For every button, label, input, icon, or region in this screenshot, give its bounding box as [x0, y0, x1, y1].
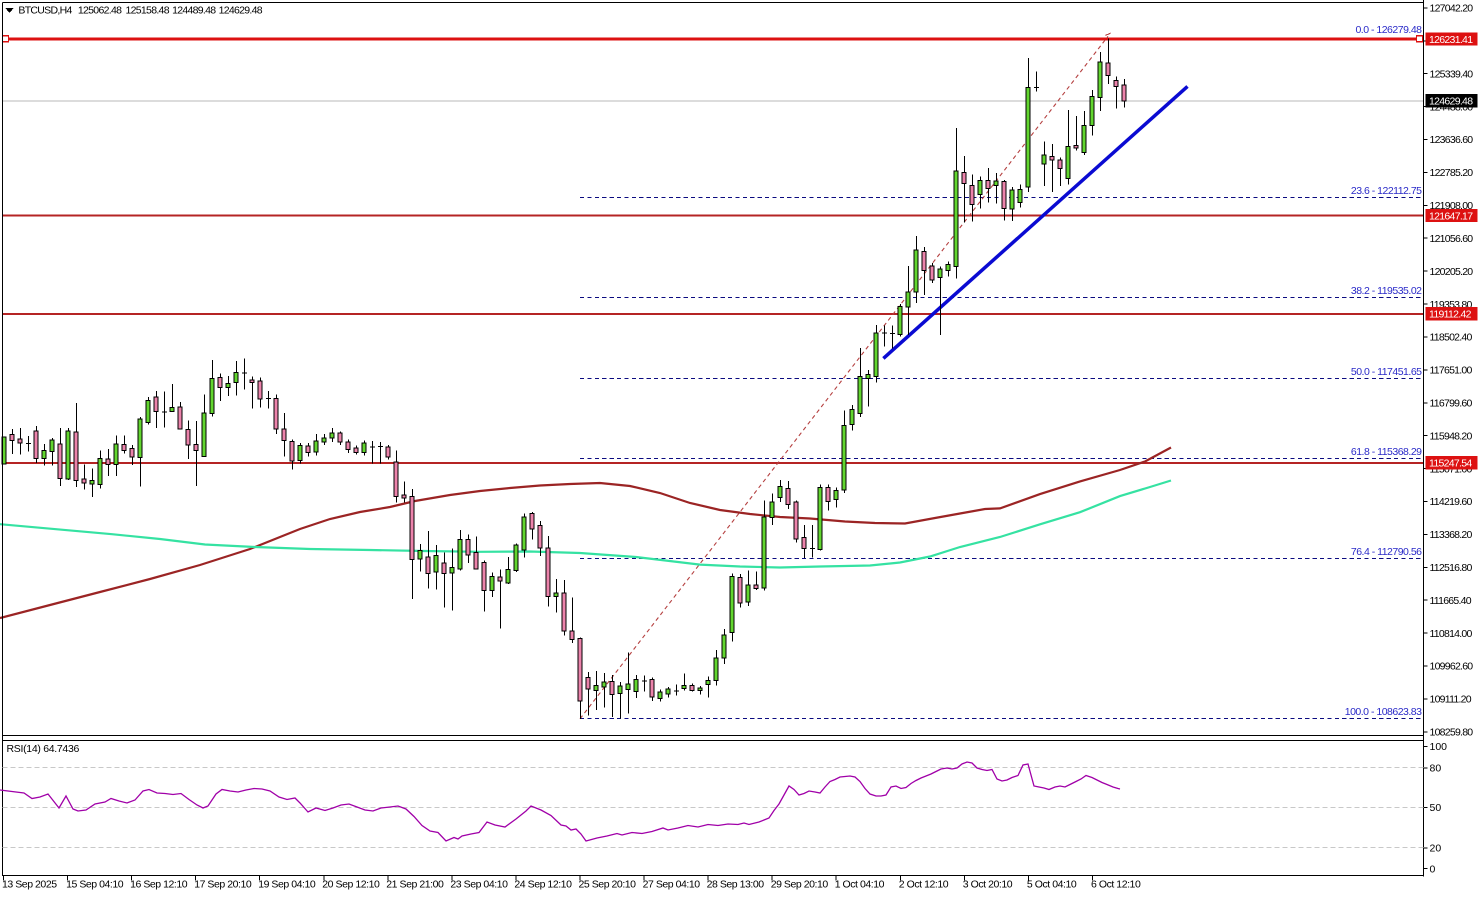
svg-text:115948.20: 115948.20 [1430, 430, 1473, 442]
svg-text:124629.48: 124629.48 [219, 5, 263, 17]
svg-text:121647.17: 121647.17 [1429, 210, 1473, 222]
svg-text:124489.48: 124489.48 [172, 5, 216, 17]
svg-text:5 Oct 04:10: 5 Oct 04:10 [1027, 879, 1077, 891]
svg-text:50.0 - 117451.65: 50.0 - 117451.65 [1351, 366, 1422, 378]
svg-text:119112.42: 119112.42 [1429, 309, 1472, 321]
svg-text:76.4 - 112790.56: 76.4 - 112790.56 [1351, 546, 1422, 558]
svg-text:21 Sep 21:00: 21 Sep 21:00 [386, 879, 444, 891]
svg-text:115247.54: 115247.54 [1429, 458, 1472, 470]
svg-text:0: 0 [1430, 863, 1436, 875]
svg-text:125339.40: 125339.40 [1430, 68, 1474, 80]
svg-text:121056.60: 121056.60 [1430, 233, 1474, 245]
svg-text:122785.20: 122785.20 [1430, 167, 1474, 179]
svg-text:19 Sep 04:10: 19 Sep 04:10 [258, 879, 316, 891]
svg-text:112516.80: 112516.80 [1430, 562, 1473, 574]
svg-text:1 Oct 04:10: 1 Oct 04:10 [835, 879, 885, 891]
svg-text:23.6 - 122112.75: 23.6 - 122112.75 [1351, 185, 1422, 197]
svg-text:24 Sep 12:10: 24 Sep 12:10 [514, 879, 572, 891]
svg-text:20: 20 [1430, 843, 1442, 855]
svg-text:127042.20: 127042.20 [1430, 3, 1474, 15]
svg-text:113368.20: 113368.20 [1430, 529, 1473, 541]
svg-text:3 Oct 20:10: 3 Oct 20:10 [963, 879, 1013, 891]
svg-text:29 Sep 20:10: 29 Sep 20:10 [771, 879, 829, 891]
svg-text:125158.48: 125158.48 [126, 5, 170, 17]
svg-text:100: 100 [1430, 741, 1448, 753]
svg-text:114219.60: 114219.60 [1430, 496, 1473, 508]
svg-text:13 Sep 2025: 13 Sep 2025 [2, 879, 57, 891]
svg-text:2 Oct 12:10: 2 Oct 12:10 [899, 879, 949, 891]
svg-text:23 Sep 04:10: 23 Sep 04:10 [450, 879, 508, 891]
svg-text:20 Sep 12:10: 20 Sep 12:10 [322, 879, 380, 891]
svg-text:25 Sep 20:10: 25 Sep 20:10 [579, 879, 637, 891]
svg-text:16 Sep 12:10: 16 Sep 12:10 [130, 879, 188, 891]
svg-text:109962.60: 109962.60 [1430, 661, 1474, 673]
svg-text:109111.20: 109111.20 [1430, 694, 1472, 706]
svg-text:100.0 - 108623.83: 100.0 - 108623.83 [1345, 706, 1422, 718]
svg-text:118502.40: 118502.40 [1430, 332, 1473, 344]
svg-text:RSI(14) 64.7436: RSI(14) 64.7436 [7, 743, 80, 755]
svg-text:116799.60: 116799.60 [1430, 398, 1473, 410]
svg-text:124629.48: 124629.48 [1429, 96, 1473, 108]
svg-text:80: 80 [1430, 763, 1442, 775]
svg-text:117651.00: 117651.00 [1430, 365, 1473, 377]
svg-text:6 Oct 12:10: 6 Oct 12:10 [1091, 879, 1141, 891]
svg-text:126231.41: 126231.41 [1429, 34, 1473, 46]
svg-text:0.0 - 126279.48: 0.0 - 126279.48 [1355, 24, 1422, 36]
svg-text:BTCUSD,H4: BTCUSD,H4 [18, 5, 72, 17]
svg-text:111665.40: 111665.40 [1430, 595, 1472, 607]
svg-text:28 Sep 13:00: 28 Sep 13:00 [707, 879, 765, 891]
svg-text:61.8 - 115368.29: 61.8 - 115368.29 [1351, 446, 1422, 458]
svg-text:17 Sep 20:10: 17 Sep 20:10 [194, 879, 252, 891]
svg-text:27 Sep 04:10: 27 Sep 04:10 [643, 879, 701, 891]
svg-text:50: 50 [1430, 802, 1442, 814]
svg-text:110814.00: 110814.00 [1430, 628, 1473, 640]
svg-text:108259.80: 108259.80 [1430, 727, 1474, 739]
svg-text:38.2 - 119535.02: 38.2 - 119535.02 [1351, 285, 1422, 297]
svg-text:120205.20: 120205.20 [1430, 266, 1474, 278]
svg-text:123636.60: 123636.60 [1430, 134, 1474, 146]
svg-text:125062.48: 125062.48 [78, 5, 122, 17]
svg-text:15 Sep 04:10: 15 Sep 04:10 [66, 879, 124, 891]
